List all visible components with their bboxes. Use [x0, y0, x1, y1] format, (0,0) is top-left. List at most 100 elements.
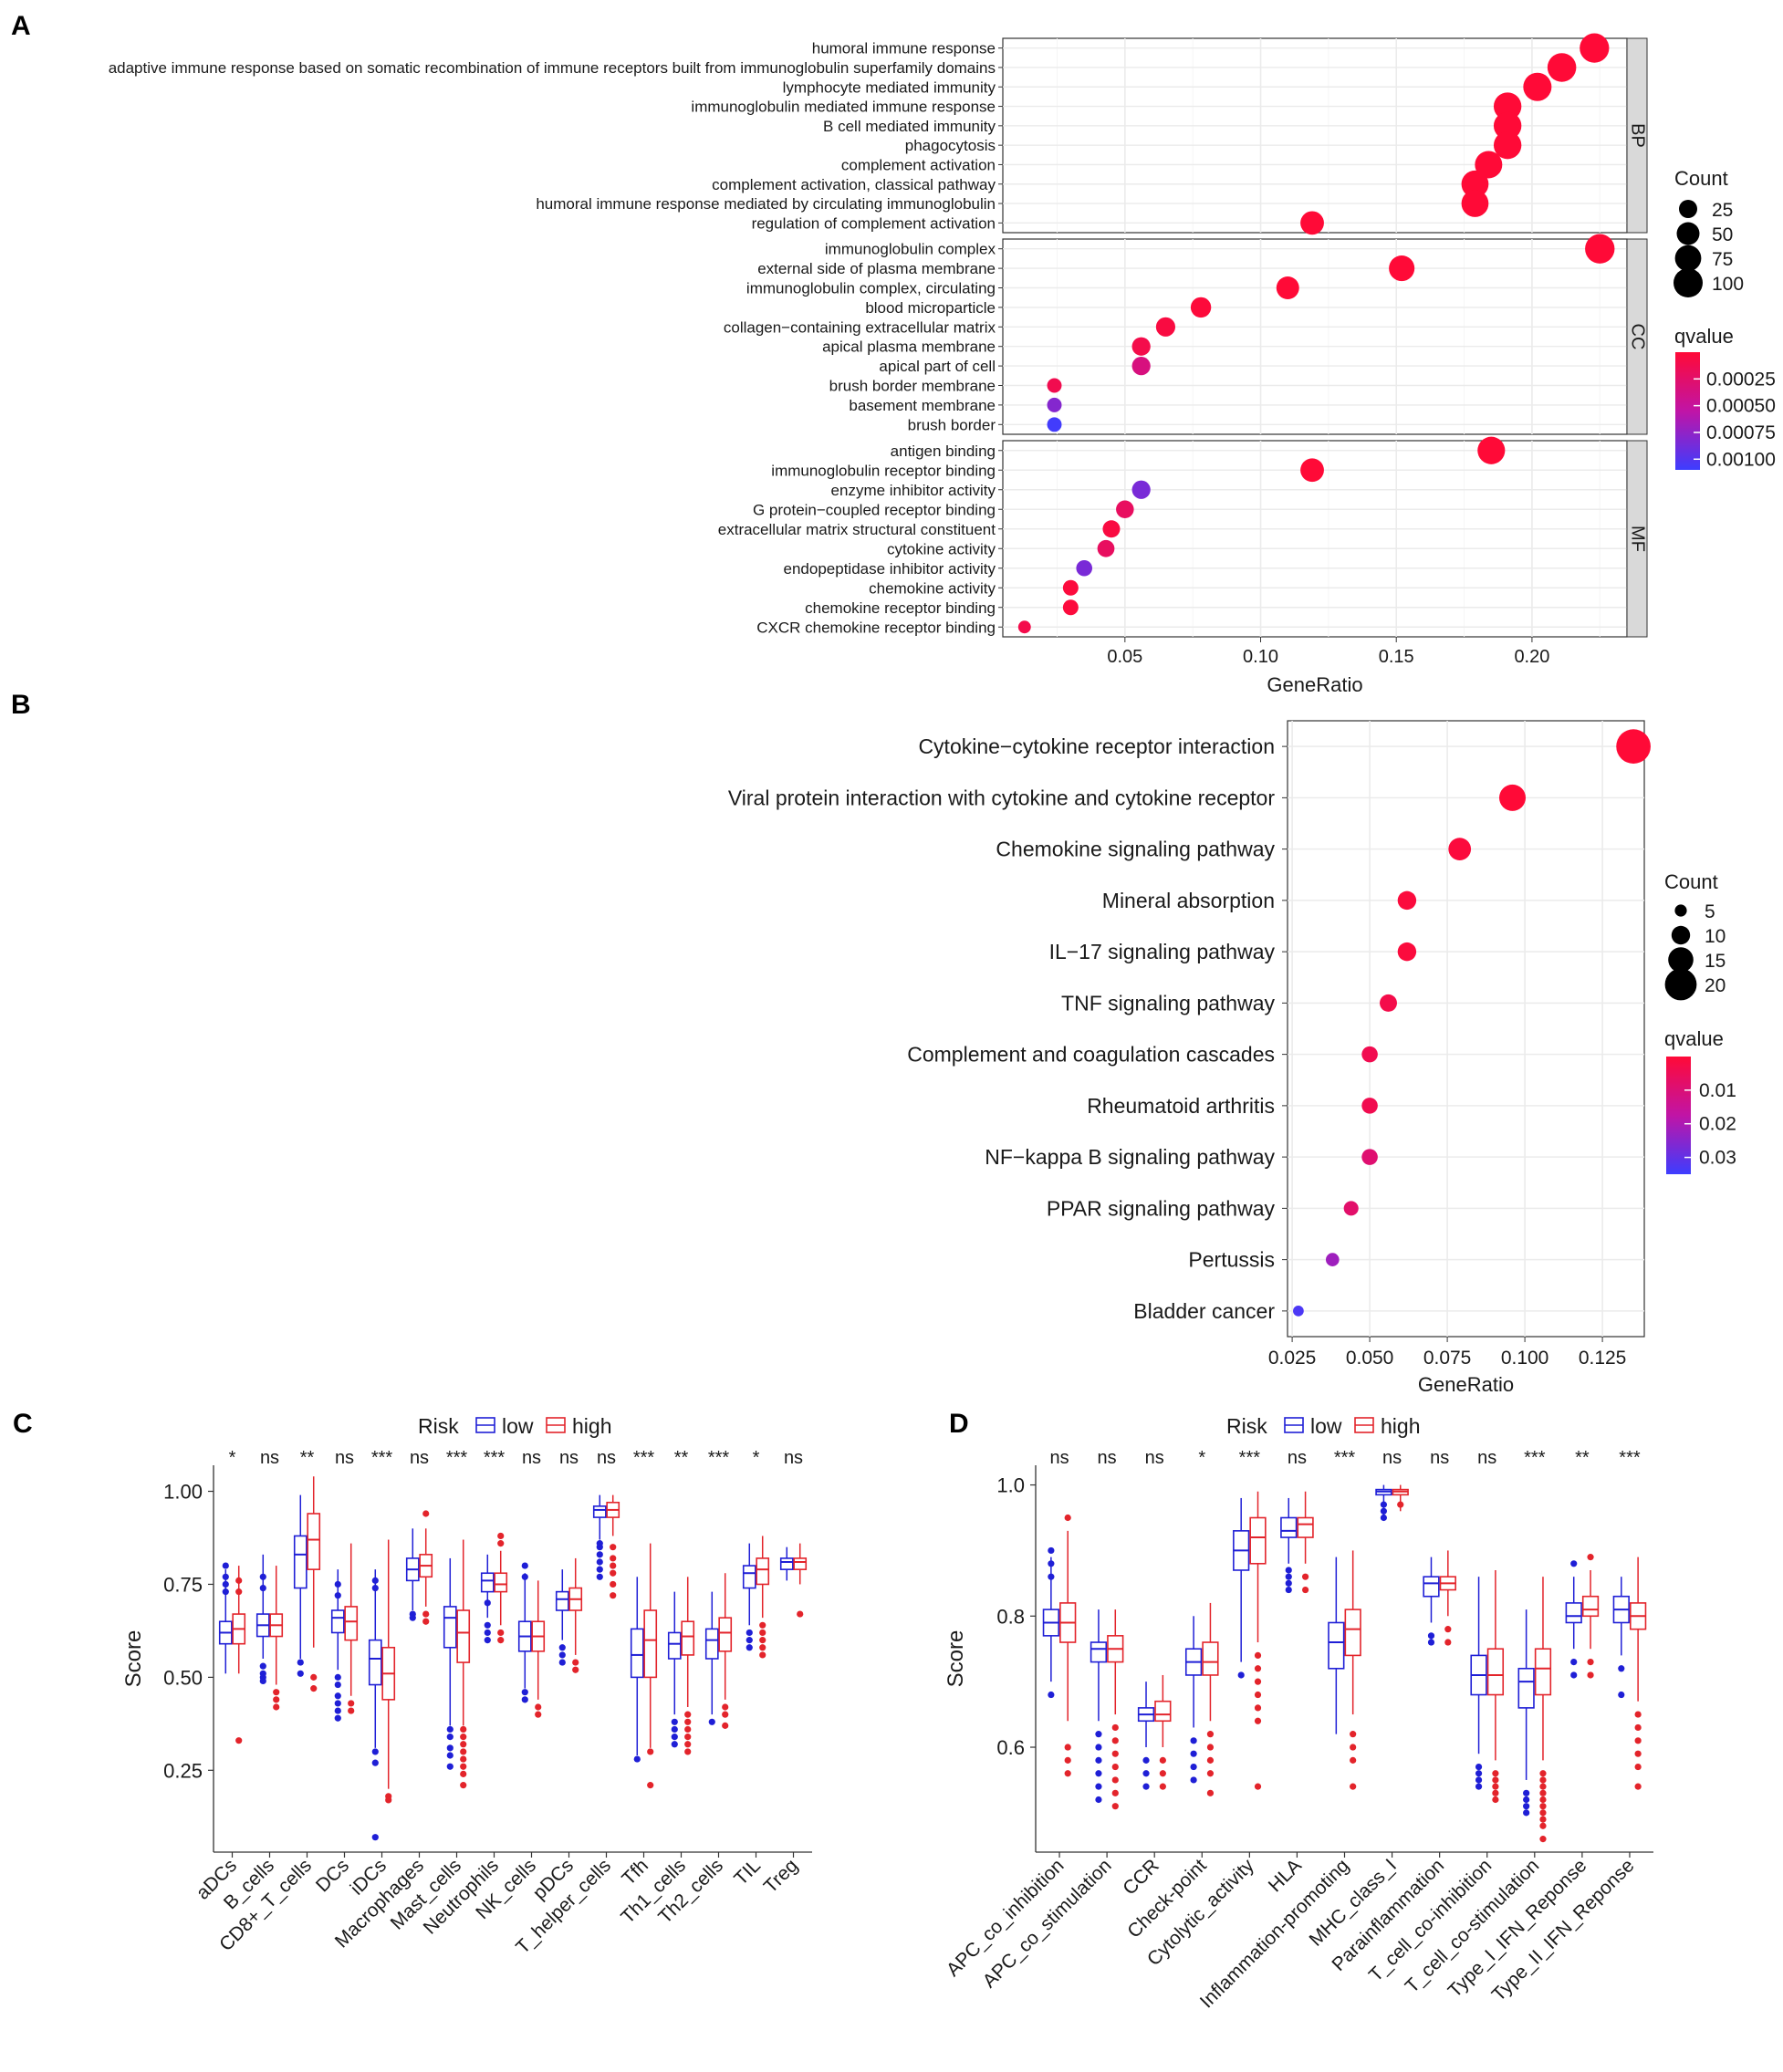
term-label: humoral immune response mediated by circ… — [536, 195, 996, 213]
outlier-point — [273, 1696, 280, 1703]
outlier-point — [558, 1659, 566, 1666]
outlier-point — [422, 1618, 430, 1625]
outlier-point — [1350, 1744, 1357, 1751]
significance-label: ns — [522, 1448, 541, 1468]
outlier-point — [348, 1707, 355, 1714]
outlier-point — [572, 1659, 579, 1666]
significance-label: *** — [446, 1448, 468, 1468]
dot-point — [1361, 1149, 1378, 1165]
outlier-point — [1475, 1763, 1483, 1771]
dot-point — [1131, 480, 1151, 499]
box-low — [405, 1528, 420, 1621]
dot-point — [1047, 397, 1062, 412]
box-low — [779, 1546, 794, 1581]
box-low — [330, 1569, 345, 1722]
box-iqr — [667, 1631, 682, 1660]
outlier-point — [497, 1629, 505, 1637]
x-tick-label: 0.100 — [1501, 1348, 1549, 1369]
box-high — [568, 1557, 583, 1673]
box-high — [681, 1577, 695, 1755]
box-low — [1375, 1484, 1392, 1522]
box-iqr — [443, 1606, 457, 1649]
outlier-point — [1618, 1691, 1625, 1699]
outlier-point — [1285, 1586, 1292, 1594]
box-low — [1042, 1546, 1060, 1699]
outlier-point — [558, 1644, 566, 1651]
outlier-point — [1539, 1783, 1547, 1790]
panel-label-D: D — [949, 1409, 969, 1439]
term-label: cytokine activity — [887, 540, 996, 557]
dot-point — [1616, 729, 1651, 764]
box-high — [1392, 1484, 1409, 1512]
y-axis-title: Score — [944, 1630, 968, 1688]
outlier-point — [1570, 1671, 1578, 1679]
outlier-point — [1475, 1770, 1483, 1777]
term-label: Viral protein interaction with cytokine … — [728, 786, 1276, 809]
box-low — [1423, 1557, 1440, 1646]
legend-q-label: 0.02 — [1699, 1114, 1736, 1135]
box-high — [1486, 1569, 1505, 1804]
legend-q-title: qvalue — [1664, 1027, 1724, 1050]
legend-q-label: 0.00075 — [1706, 422, 1776, 443]
dot-point — [1047, 378, 1062, 393]
outlier-point — [1539, 1770, 1547, 1777]
dot-point — [1276, 276, 1299, 299]
box-iqr — [630, 1628, 644, 1679]
panel-label-B: B — [11, 690, 31, 720]
outlier-point — [1048, 1546, 1055, 1555]
facet-MF: antigen binding immunoglobulin receptor b… — [718, 436, 1648, 638]
box-high — [1249, 1491, 1267, 1790]
outlier-point — [684, 1725, 692, 1734]
term-label: apical plasma membrane — [822, 338, 996, 356]
box-high — [419, 1510, 433, 1625]
term-label: lymphocyte mediated immunity — [783, 78, 996, 96]
term-label: basement membrane — [849, 397, 996, 414]
dot-point — [1300, 458, 1324, 483]
facet-CC: immunoglobulin complex external side of p… — [724, 234, 1648, 435]
outlier-point — [1111, 1723, 1119, 1732]
outlier-point — [1064, 1770, 1071, 1777]
outlier-point — [746, 1637, 753, 1644]
significance-label: * — [229, 1448, 236, 1468]
x-tick-label: 0.15 — [1379, 647, 1414, 667]
outlier-point — [460, 1748, 467, 1755]
outlier-point — [334, 1707, 341, 1714]
box-low — [1137, 1682, 1155, 1790]
dot-point — [1477, 436, 1506, 464]
legend-count-label: 75 — [1712, 249, 1733, 270]
outlier-point — [647, 1782, 654, 1789]
box-iqr — [1297, 1516, 1314, 1538]
outlier-point — [1064, 1514, 1071, 1522]
outlier-point — [1142, 1770, 1150, 1777]
box-iqr — [330, 1609, 345, 1634]
term-label: chemokine receptor binding — [805, 599, 996, 617]
outlier-point — [484, 1621, 491, 1629]
term-label: enzyme inhibitor activity — [831, 482, 996, 499]
outlier-point — [684, 1741, 692, 1748]
box-low — [218, 1562, 233, 1674]
term-label: complement activation — [841, 156, 996, 173]
legend-count-label: 10 — [1705, 926, 1726, 947]
outlier-point — [1301, 1586, 1309, 1594]
outlier-point — [484, 1637, 491, 1644]
outlier-point — [535, 1711, 542, 1718]
significance-label: *** — [633, 1448, 655, 1468]
box-iqr — [1249, 1516, 1267, 1565]
dot-point — [1361, 1046, 1378, 1063]
box-iqr — [1154, 1700, 1172, 1723]
legend-q-label: 0.00050 — [1706, 396, 1776, 417]
outlier-point — [235, 1588, 243, 1596]
outlier-point — [1048, 1691, 1055, 1699]
outlier-point — [460, 1755, 467, 1763]
panel-label-C: C — [13, 1409, 33, 1439]
box-iqr — [681, 1620, 695, 1656]
term-label: PPAR signaling pathway — [1047, 1196, 1276, 1220]
outlier-point — [1111, 1776, 1119, 1784]
box-low — [555, 1569, 569, 1666]
outlier-point — [371, 1584, 379, 1592]
panel-b: Cytokine−cytokine receptor interaction Vi… — [728, 720, 1736, 1396]
outlier-point — [1634, 1750, 1642, 1757]
outlier-point — [535, 1703, 542, 1711]
dot-point — [1155, 317, 1176, 337]
outlier-point — [1350, 1783, 1357, 1790]
